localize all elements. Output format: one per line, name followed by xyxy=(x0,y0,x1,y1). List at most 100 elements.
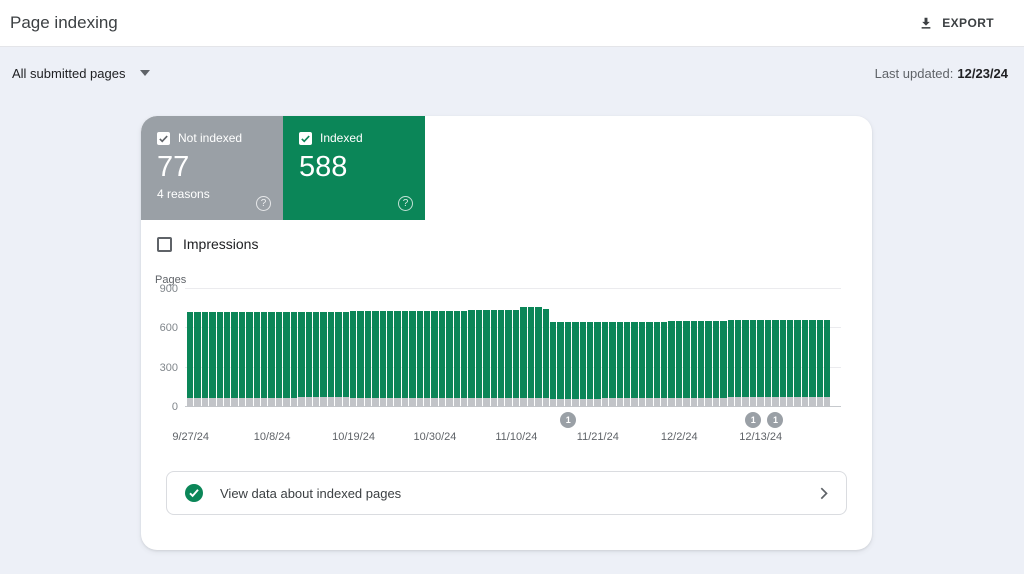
bar[interactable] xyxy=(261,289,268,407)
bar[interactable] xyxy=(372,289,379,407)
bar[interactable] xyxy=(320,289,327,407)
bar[interactable] xyxy=(690,289,698,407)
bar[interactable] xyxy=(631,289,638,407)
bar[interactable] xyxy=(549,289,557,407)
bar[interactable] xyxy=(527,289,535,407)
bar[interactable] xyxy=(335,289,342,407)
bar[interactable] xyxy=(253,289,261,407)
bar[interactable] xyxy=(505,289,512,407)
bar[interactable] xyxy=(438,289,446,407)
bar[interactable] xyxy=(801,289,809,407)
bar[interactable] xyxy=(586,289,594,407)
bar[interactable] xyxy=(268,289,275,407)
bar[interactable] xyxy=(290,289,298,407)
tile-indexed[interactable]: Indexed 588 ? xyxy=(283,116,425,220)
bar[interactable] xyxy=(764,289,772,407)
bar[interactable] xyxy=(246,289,253,407)
bar[interactable] xyxy=(542,289,549,407)
bar[interactable] xyxy=(779,289,786,407)
bar[interactable] xyxy=(720,289,727,407)
bar[interactable] xyxy=(349,289,357,407)
submitted-pages-dropdown[interactable]: All submitted pages xyxy=(10,62,152,85)
help-icon[interactable]: ? xyxy=(256,196,271,211)
bar[interactable] xyxy=(498,289,505,407)
bar[interactable] xyxy=(557,289,564,407)
bar[interactable] xyxy=(520,289,527,407)
bar[interactable] xyxy=(305,289,312,407)
bar[interactable] xyxy=(727,289,735,407)
bar[interactable] xyxy=(742,289,749,407)
bar[interactable] xyxy=(483,289,490,407)
bar[interactable] xyxy=(187,289,194,407)
bar[interactable] xyxy=(757,289,764,407)
indexed-checkbox[interactable] xyxy=(299,131,312,145)
bar[interactable] xyxy=(794,289,801,407)
bar[interactable] xyxy=(468,289,475,407)
bar[interactable] xyxy=(416,289,423,407)
bar[interactable] xyxy=(564,289,572,407)
bar[interactable] xyxy=(646,289,653,407)
bar[interactable] xyxy=(772,289,779,407)
bar[interactable] xyxy=(786,289,794,407)
bar[interactable] xyxy=(535,289,542,407)
bar[interactable] xyxy=(490,289,498,407)
bar[interactable] xyxy=(238,289,246,407)
bar[interactable] xyxy=(601,289,609,407)
bar[interactable] xyxy=(609,289,616,407)
bar[interactable] xyxy=(446,289,453,407)
bar[interactable] xyxy=(579,289,586,407)
bar[interactable] xyxy=(638,289,646,407)
bar[interactable] xyxy=(209,289,216,407)
bar[interactable] xyxy=(224,289,231,407)
impressions-toggle[interactable]: Impressions xyxy=(157,236,872,252)
bar[interactable] xyxy=(512,289,520,407)
help-icon[interactable]: ? xyxy=(398,196,413,211)
bar[interactable] xyxy=(653,289,660,407)
bar[interactable] xyxy=(424,289,431,407)
bar[interactable] xyxy=(216,289,224,407)
annotation-badge[interactable]: 1 xyxy=(745,412,762,428)
bar[interactable] xyxy=(475,289,483,407)
annotation-badge[interactable]: 1 xyxy=(767,412,784,428)
impressions-checkbox[interactable] xyxy=(157,236,172,252)
bar[interactable] xyxy=(431,289,438,407)
export-button[interactable]: EXPORT xyxy=(915,10,998,36)
bar[interactable] xyxy=(823,289,831,407)
bar[interactable] xyxy=(386,289,394,407)
bar[interactable] xyxy=(298,289,305,407)
bar[interactable] xyxy=(409,289,416,407)
annotation-badge[interactable]: 1 xyxy=(560,412,577,428)
bar[interactable] xyxy=(705,289,712,407)
bar[interactable] xyxy=(194,289,201,407)
bar[interactable] xyxy=(594,289,601,407)
bar[interactable] xyxy=(749,289,757,407)
bar[interactable] xyxy=(809,289,816,407)
bar[interactable] xyxy=(357,289,364,407)
bar[interactable] xyxy=(461,289,468,407)
bar[interactable] xyxy=(675,289,683,407)
bar[interactable] xyxy=(453,289,461,407)
bar[interactable] xyxy=(283,289,290,407)
bar[interactable] xyxy=(379,289,386,407)
view-indexed-pages-link[interactable]: View data about indexed pages xyxy=(166,471,847,515)
bar[interactable] xyxy=(816,289,823,407)
bar[interactable] xyxy=(312,289,320,407)
bar[interactable] xyxy=(623,289,631,407)
bar[interactable] xyxy=(735,289,742,407)
bar[interactable] xyxy=(275,289,283,407)
bar[interactable] xyxy=(683,289,690,407)
bar[interactable] xyxy=(401,289,409,407)
bar[interactable] xyxy=(661,289,668,407)
bar[interactable] xyxy=(327,289,335,407)
bar[interactable] xyxy=(668,289,675,407)
bar[interactable] xyxy=(231,289,238,407)
bar[interactable] xyxy=(712,289,720,407)
tile-not-indexed[interactable]: Not indexed 77 4 reasons ? xyxy=(141,116,283,220)
not-indexed-checkbox[interactable] xyxy=(157,131,170,145)
bar[interactable] xyxy=(394,289,401,407)
bar[interactable] xyxy=(364,289,372,407)
bar[interactable] xyxy=(616,289,623,407)
bar[interactable] xyxy=(572,289,579,407)
bar[interactable] xyxy=(342,289,349,407)
bar[interactable] xyxy=(698,289,705,407)
